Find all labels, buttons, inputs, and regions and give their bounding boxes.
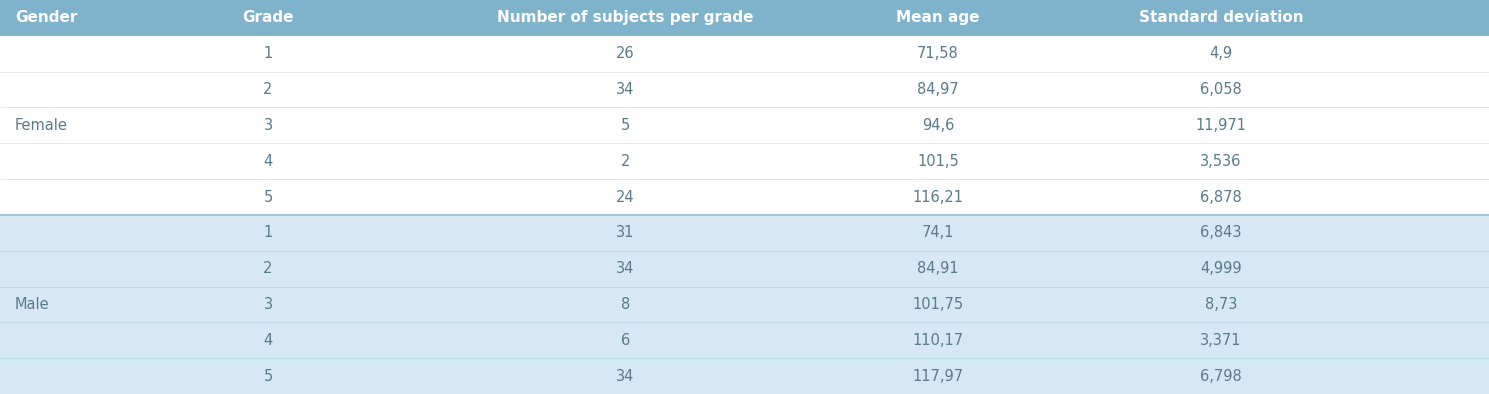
Text: Mean age: Mean age xyxy=(896,10,980,25)
Text: 3: 3 xyxy=(264,297,272,312)
Text: 5: 5 xyxy=(621,118,630,133)
Text: 6: 6 xyxy=(621,333,630,348)
Text: 6,878: 6,878 xyxy=(1200,190,1242,204)
Text: 6,798: 6,798 xyxy=(1200,369,1242,384)
Text: 3,536: 3,536 xyxy=(1200,154,1242,169)
Text: 1: 1 xyxy=(264,225,272,240)
Text: 101,5: 101,5 xyxy=(917,154,959,169)
Text: 4: 4 xyxy=(264,154,272,169)
Text: 8: 8 xyxy=(621,297,630,312)
Text: 5: 5 xyxy=(264,369,272,384)
Text: Number of subjects per grade: Number of subjects per grade xyxy=(497,10,753,25)
Text: 4: 4 xyxy=(264,333,272,348)
Text: 3: 3 xyxy=(264,118,272,133)
Text: 1: 1 xyxy=(264,46,272,61)
Text: 11,971: 11,971 xyxy=(1196,118,1246,133)
FancyBboxPatch shape xyxy=(0,0,1489,36)
Text: 101,75: 101,75 xyxy=(913,297,963,312)
Text: Grade: Grade xyxy=(243,10,293,25)
FancyBboxPatch shape xyxy=(0,215,1489,394)
Text: Female: Female xyxy=(15,118,68,133)
Text: 2: 2 xyxy=(264,82,272,97)
Text: 74,1: 74,1 xyxy=(922,225,954,240)
Text: 24: 24 xyxy=(616,190,634,204)
Text: 84,97: 84,97 xyxy=(917,82,959,97)
Text: 34: 34 xyxy=(616,82,634,97)
Text: 6,058: 6,058 xyxy=(1200,82,1242,97)
Text: 3,371: 3,371 xyxy=(1200,333,1242,348)
FancyBboxPatch shape xyxy=(0,36,1489,215)
Text: 2: 2 xyxy=(621,154,630,169)
Text: 110,17: 110,17 xyxy=(913,333,963,348)
Text: 34: 34 xyxy=(616,261,634,276)
Text: Male: Male xyxy=(15,297,49,312)
Text: 116,21: 116,21 xyxy=(913,190,963,204)
Text: 71,58: 71,58 xyxy=(917,46,959,61)
Text: 6,843: 6,843 xyxy=(1200,225,1242,240)
Text: 8,73: 8,73 xyxy=(1205,297,1237,312)
Text: 26: 26 xyxy=(616,46,634,61)
Text: 4,999: 4,999 xyxy=(1200,261,1242,276)
Text: 2: 2 xyxy=(264,261,272,276)
Text: 117,97: 117,97 xyxy=(913,369,963,384)
Text: 34: 34 xyxy=(616,369,634,384)
Text: 4,9: 4,9 xyxy=(1209,46,1233,61)
Text: 5: 5 xyxy=(264,190,272,204)
Text: 94,6: 94,6 xyxy=(922,118,954,133)
Text: 84,91: 84,91 xyxy=(917,261,959,276)
Text: Gender: Gender xyxy=(15,10,77,25)
Text: Standard deviation: Standard deviation xyxy=(1139,10,1303,25)
Text: 31: 31 xyxy=(616,225,634,240)
